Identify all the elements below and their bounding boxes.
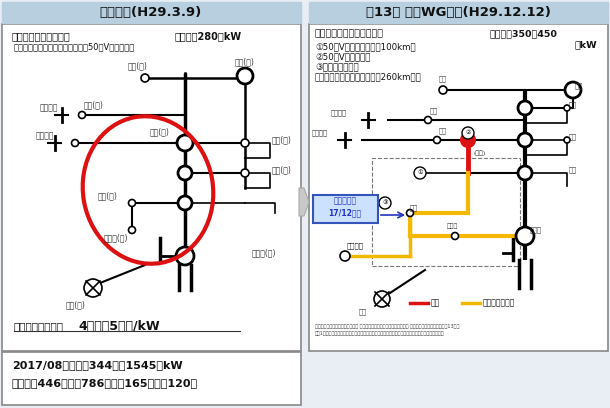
Circle shape (141, 74, 149, 82)
Circle shape (379, 197, 391, 209)
Text: 西山形(変): 西山形(変) (104, 233, 128, 242)
Circle shape (241, 139, 249, 147)
Circle shape (462, 127, 474, 139)
Text: 4万円～5万円/kW: 4万円～5万円/kW (78, 319, 160, 333)
Text: 秋田火力: 秋田火力 (36, 131, 54, 140)
Text: 能代(変): 能代(変) (84, 100, 104, 109)
Circle shape (518, 166, 532, 180)
Circle shape (178, 196, 192, 210)
Text: 秋田(変): 秋田(変) (150, 127, 170, 136)
Text: 第13回 系統WG資料(H29.12.12): 第13回 系統WG資料(H29.12.12) (365, 6, 550, 19)
Text: 新設: 新設 (431, 299, 440, 308)
Text: ②50万V変電所新設: ②50万V変電所新設 (315, 53, 370, 62)
Bar (2, 352, 301, 405)
Circle shape (406, 209, 414, 217)
Text: ③その他関連工事: ③その他関連工事 (315, 62, 359, 71)
Text: 上北: 上北 (575, 83, 583, 89)
Text: 2017/08　応募：344件、1545万kW: 2017/08 応募：344件、1545万kW (12, 360, 182, 370)
Text: ②: ② (465, 131, 471, 135)
Text: 宮城(変): 宮城(変) (272, 166, 292, 175)
Text: 能代火力: 能代火力 (40, 104, 59, 113)
Text: ①: ① (417, 171, 423, 175)
Text: 資料1「東北北部エリア電源接続案件募集プロセス系統対策の検討状況について（東北電力）」より: 資料1「東北北部エリア電源接続案件募集プロセス系統対策の検討状況について（東北電… (315, 331, 445, 336)
Circle shape (434, 137, 440, 144)
Circle shape (176, 247, 194, 265)
Text: 17/12運開: 17/12運開 (328, 208, 362, 217)
Circle shape (241, 169, 249, 177)
Bar (2, 2, 301, 23)
Circle shape (451, 233, 459, 239)
Text: 入札対象工事（案）の概要: 入札対象工事（案）の概要 (315, 29, 384, 38)
Bar (372, 158, 520, 266)
Text: 能代火力: 能代火力 (331, 110, 347, 116)
Text: ①50万V送電線整備（約100km）: ①50万V送電線整備（約100km） (315, 42, 415, 51)
Circle shape (129, 200, 135, 206)
Text: 越後(関): 越後(関) (66, 300, 86, 309)
Text: 宮城: 宮城 (569, 134, 577, 140)
Text: 募集量：350～450: 募集量：350～450 (490, 29, 558, 38)
Circle shape (518, 133, 532, 147)
Text: 上北(変): 上北(変) (235, 57, 255, 66)
Circle shape (439, 86, 447, 94)
Text: 出典：総合資源エネルギー調査会 省エネルギー・新エネルギー小委員会 系統ワーキンググループ（第13回）: 出典：総合資源エネルギー調査会 省エネルギー・新エネルギー小委員会 系統ワーキン… (315, 324, 459, 329)
Circle shape (177, 135, 193, 151)
Circle shape (178, 166, 192, 180)
Text: 募集量：280万kW: 募集量：280万kW (175, 31, 242, 41)
Text: 一陸風446、洋風786、太陽165、火力120他: 一陸風446、洋風786、太陽165、火力120他 (12, 378, 198, 388)
Text: 新庄: 新庄 (569, 167, 577, 173)
Circle shape (374, 291, 390, 307)
Text: 秋田地区から西仙台変電所までの50万Vルート構築: 秋田地区から西仙台変電所までの50万Vルート構築 (14, 42, 135, 51)
Text: 西仙台: 西仙台 (530, 227, 542, 233)
Text: 秋田: 秋田 (439, 127, 447, 134)
Text: 新庄(変): 新庄(変) (98, 191, 118, 200)
Text: 西仙台(変): 西仙台(変) (252, 248, 276, 257)
Circle shape (237, 68, 253, 84)
Text: (新設): (新設) (473, 150, 485, 156)
Text: 既設昇圧・延長: 既設昇圧・延長 (483, 299, 515, 308)
Bar (2, 24, 301, 351)
Text: 万kW: 万kW (575, 40, 597, 49)
Circle shape (461, 133, 475, 147)
Text: ③: ③ (382, 200, 388, 206)
Circle shape (516, 227, 534, 245)
Text: 青森(変): 青森(変) (128, 61, 148, 70)
Bar (309, 2, 608, 23)
Polygon shape (299, 188, 309, 216)
Bar (309, 24, 608, 351)
Text: 系統増強コスト：: 系統増強コスト： (14, 321, 64, 331)
Circle shape (425, 117, 431, 124)
Circle shape (518, 101, 532, 115)
Text: 西山形: 西山形 (447, 224, 458, 229)
Circle shape (71, 140, 79, 146)
Text: 岩手(変): 岩手(変) (272, 135, 292, 144)
Circle shape (79, 111, 85, 118)
Circle shape (84, 279, 102, 297)
Text: 青森: 青森 (439, 75, 447, 82)
Text: 入札対象工事（概要）: 入札対象工事（概要） (12, 31, 71, 41)
Text: 朝日幹線: 朝日幹線 (347, 242, 364, 249)
Circle shape (564, 137, 570, 143)
Circle shape (414, 167, 426, 179)
Circle shape (129, 226, 135, 233)
Text: 岩手: 岩手 (569, 102, 577, 108)
Circle shape (564, 105, 570, 111)
Text: 既設送電線昇圧・延長（約260km）他: 既設送電線昇圧・延長（約260km）他 (315, 73, 422, 82)
Text: 募集要領(H29.3.9): 募集要領(H29.3.9) (100, 6, 202, 19)
Circle shape (340, 251, 350, 261)
Bar (313, 195, 378, 223)
Text: 越後: 越後 (359, 308, 367, 315)
Text: 南山形幹線: 南山形幹線 (334, 197, 357, 206)
Text: 秋田火力: 秋田火力 (312, 130, 328, 136)
Circle shape (565, 82, 581, 98)
Text: 八幡: 八幡 (410, 205, 418, 211)
Text: 能代: 能代 (430, 107, 438, 114)
